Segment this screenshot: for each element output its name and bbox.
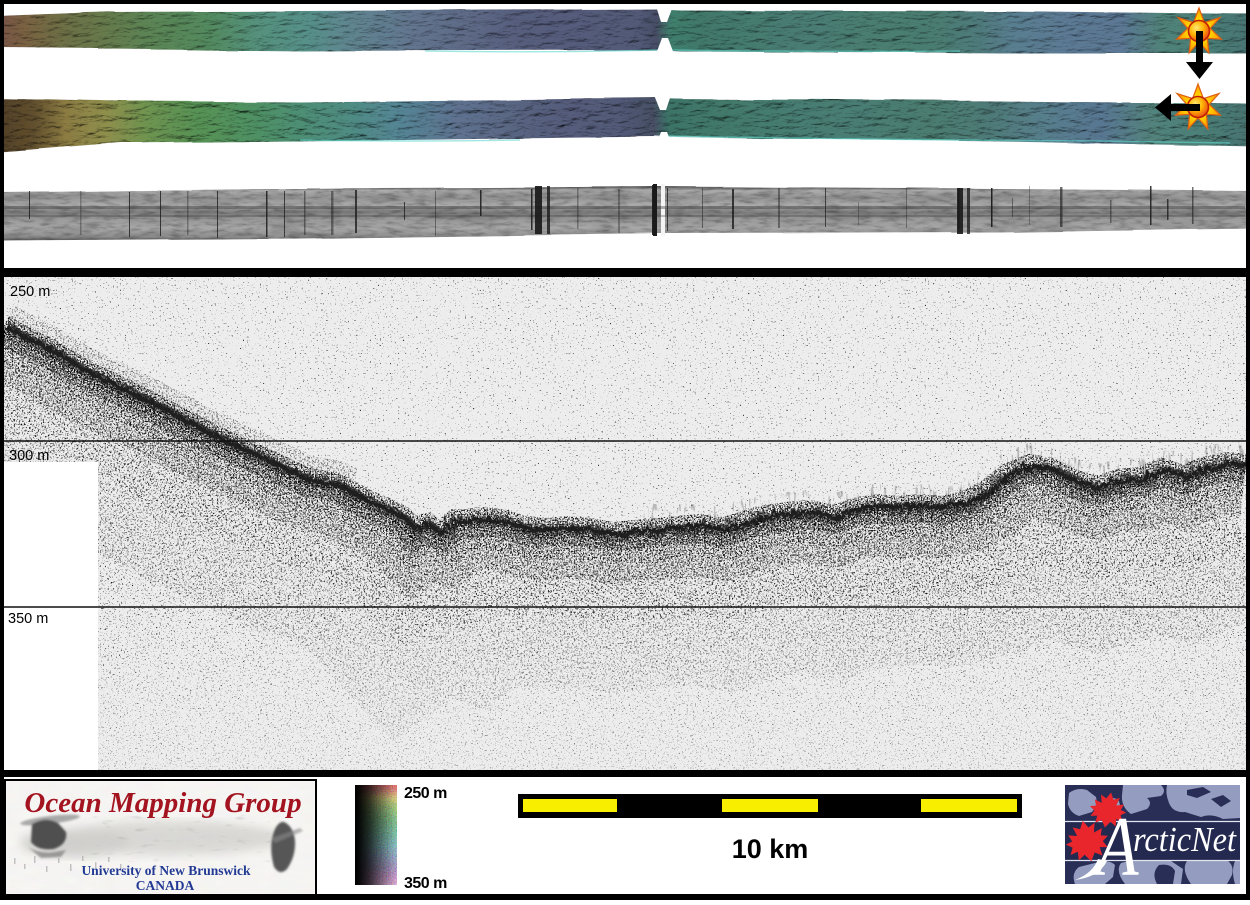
svg-text:250 m: 250 m: [10, 284, 50, 300]
svg-text:10 km: 10 km: [732, 834, 809, 864]
svg-text:Ocean Mapping Group: Ocean Mapping Group: [24, 787, 301, 819]
svg-text:rcticNet: rcticNet: [1133, 820, 1237, 859]
svg-text:University of New Brunswick: University of New Brunswick: [81, 863, 251, 878]
svg-text:300 m: 300 m: [9, 448, 49, 464]
svg-text:350 m: 350 m: [8, 611, 48, 627]
svg-text:350 m: 350 m: [404, 875, 447, 892]
svg-text:250 m: 250 m: [404, 785, 447, 802]
svg-text:A: A: [1092, 800, 1140, 894]
svg-text:CANADA: CANADA: [136, 878, 195, 893]
